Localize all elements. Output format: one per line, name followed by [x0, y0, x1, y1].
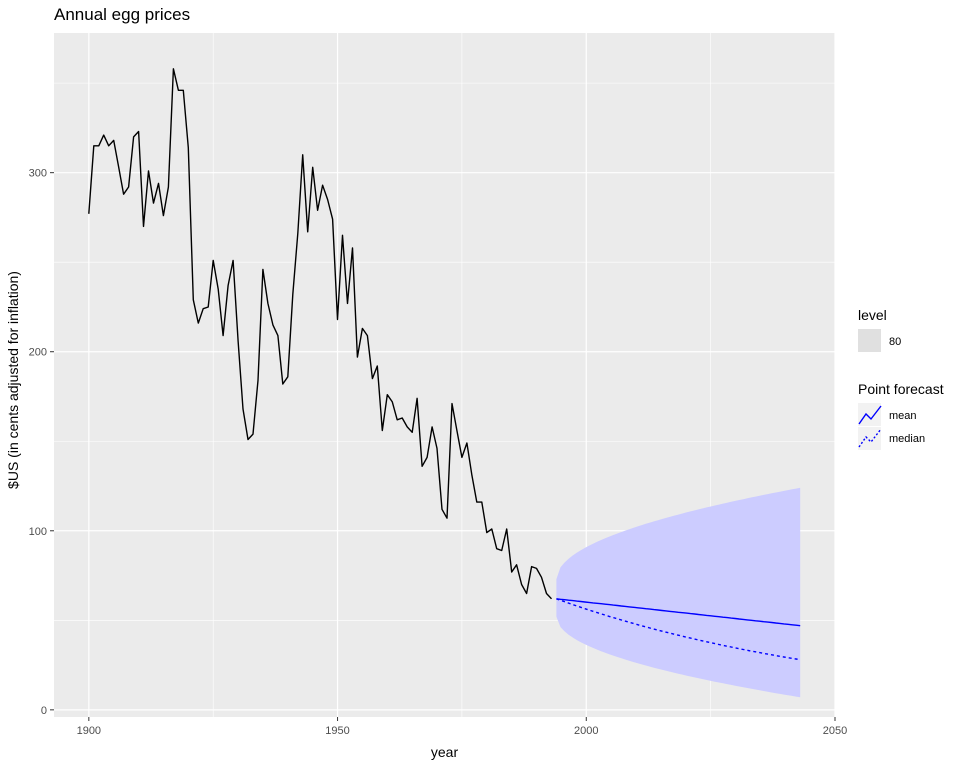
y-tick-label: 300 — [29, 168, 47, 180]
legend: level 80 Point forecast mean median — [858, 307, 944, 450]
legend-median-key-bg — [858, 427, 881, 450]
forecast-median-line — [556, 598, 801, 661]
history-line — [88, 68, 553, 600]
forecast-interval-80 — [556, 487, 801, 698]
y-tick-label: 100 — [29, 526, 47, 538]
axes-layer: 1900 1950 2000 2050 0 100 200 300 — [29, 168, 848, 737]
x-tick-label: 1900 — [77, 725, 101, 737]
x-tick-label: 2050 — [823, 725, 847, 737]
series-layer — [88, 68, 801, 698]
legend-level-label: 80 — [889, 336, 901, 348]
legend-level-title: level — [858, 307, 887, 323]
chart-title: Annual egg prices — [54, 5, 190, 24]
legend-mean-key-bg — [858, 403, 881, 426]
y-tick-label: 200 — [29, 347, 47, 359]
legend-mean-label: mean — [889, 410, 917, 422]
y-tick-label: 0 — [41, 705, 47, 717]
x-tick-label: 2000 — [574, 725, 598, 737]
legend-median-label: median — [889, 433, 925, 445]
y-axis-title: $US (in cents adjusted for inflation) — [5, 271, 21, 489]
legend-point-title: Point forecast — [858, 381, 944, 397]
x-tick-label: 1950 — [325, 725, 349, 737]
legend-level-key — [858, 329, 881, 352]
forecast-mean-line — [556, 598, 801, 627]
grid-minor — [54, 33, 835, 717]
legend-mean-key-line — [858, 405, 882, 425]
x-axis-title: year — [431, 744, 459, 760]
